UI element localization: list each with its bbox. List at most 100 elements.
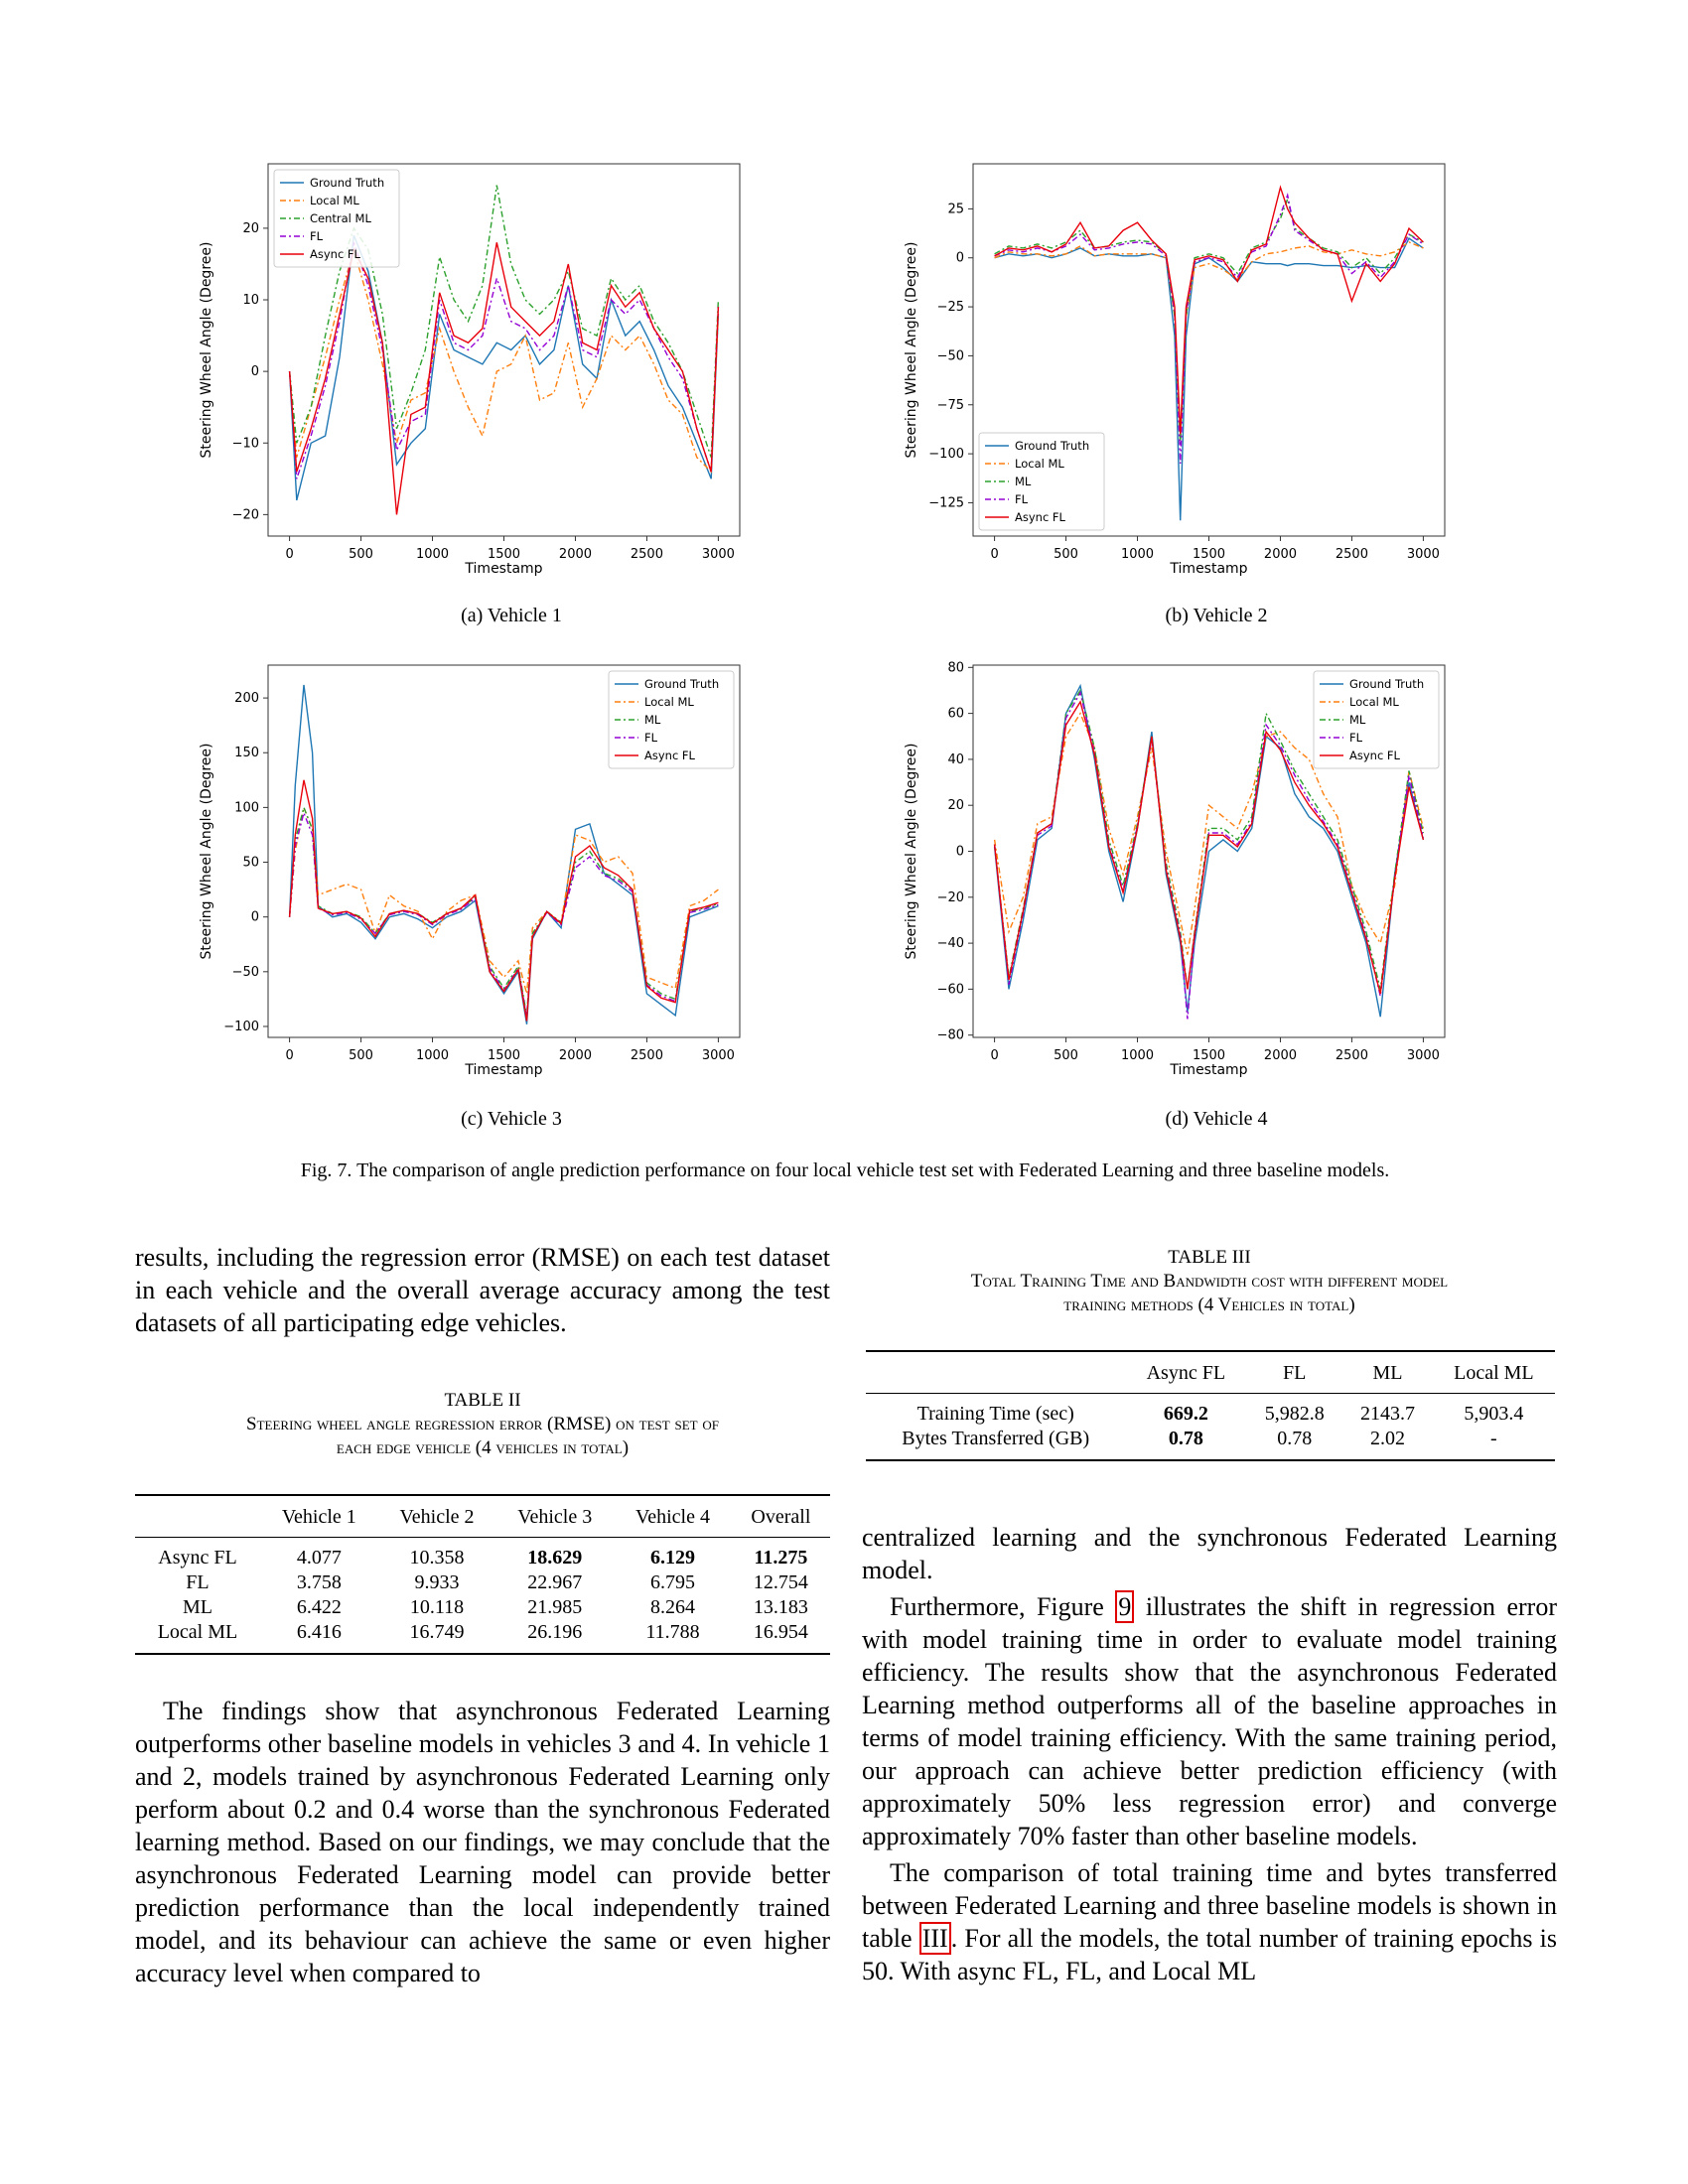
y-tick-label: −100 xyxy=(223,1020,259,1034)
table-header-cell: Overall xyxy=(751,1506,811,1528)
y-tick-label: −50 xyxy=(937,348,964,363)
x-axis-label: Timestamp xyxy=(1169,1062,1247,1078)
legend-entry: FL xyxy=(644,731,658,745)
legend-box xyxy=(608,670,735,769)
subcaption-b: (b) Vehicle 2 xyxy=(1165,605,1268,626)
left-column-para2: The findings show that asynchronous Fede… xyxy=(135,1695,830,1989)
y-tick-label: 60 xyxy=(947,707,964,722)
y-tick-label: 150 xyxy=(234,746,259,760)
table-cell: 11.275 xyxy=(754,1547,808,1569)
legend-entry: Async FL xyxy=(1349,749,1401,762)
table-header-cell: Vehicle 2 xyxy=(399,1506,475,1528)
table-cell: Training Time (sec) xyxy=(916,1403,1074,1425)
table-cell: 26.196 xyxy=(527,1621,583,1643)
x-axis-label: Timestamp xyxy=(464,561,542,577)
y-tick-label: 200 xyxy=(234,691,259,706)
chart-vehicle-2-svg: 0 500 1000 1500 2000 2500 3000 −125 −100 −75 −50 −2… xyxy=(904,163,1446,577)
y-tick-label: −125 xyxy=(928,495,964,510)
series-line xyxy=(288,779,719,1022)
subcaption-c: (c) Vehicle 3 xyxy=(461,1108,562,1130)
text: The comparison of total training time an… xyxy=(862,1858,1557,1953)
table-header-cell: FL xyxy=(1283,1362,1307,1384)
table-header-cell: Async FL xyxy=(1146,1362,1226,1384)
table-cell: 8.264 xyxy=(649,1596,695,1618)
y-axis-label: Steering Wheel Angle (Degree) xyxy=(199,744,214,960)
table3: Async FL FL ML Local ML Training Time (sec)… xyxy=(866,1350,1555,1461)
table-row: Async FL 4.077 10.358 18.629 6.129 11.275 xyxy=(135,1538,830,1571)
series-line xyxy=(993,683,1425,1018)
legend-entry: Ground Truth xyxy=(644,677,719,691)
legend-entry: Ground Truth xyxy=(1015,439,1089,453)
table-header-cell: Local ML xyxy=(1454,1362,1534,1384)
x-tick-label: 0 xyxy=(285,547,293,562)
table-cell: 5,903.4 xyxy=(1464,1403,1524,1425)
chart-vehicle-3-svg: 0 500 1000 1500 2000 2500 3000 −100 −50 0 50 100 150… xyxy=(199,664,741,1078)
table-cell: 4.077 xyxy=(296,1547,342,1569)
table-cell: 3.758 xyxy=(296,1571,342,1593)
x-tick-label: 1000 xyxy=(416,547,449,562)
y-tick-label: −20 xyxy=(937,890,964,905)
series-line xyxy=(994,241,1424,435)
y-tick-label: 40 xyxy=(947,752,964,767)
table-cell: 16.749 xyxy=(409,1621,465,1643)
table-ref-link[interactable]: III xyxy=(918,1922,951,1955)
x-tick-label: 0 xyxy=(285,1048,293,1063)
legend-entry: FL xyxy=(310,229,324,243)
legend-box xyxy=(1313,670,1440,769)
legend-entry: Ground Truth xyxy=(310,176,384,190)
legend-entry: FL xyxy=(1349,731,1363,745)
table-cell: - xyxy=(1490,1428,1497,1449)
chart-vehicle-4-svg: 0 500 1000 1500 2000 2500 3000 −80 −60 −40 −20 0 20 4… xyxy=(904,660,1446,1078)
legend-entry: Central ML xyxy=(310,211,371,225)
table-cell: 10.118 xyxy=(409,1596,465,1618)
series-line xyxy=(994,185,1424,435)
subcaption-a: (a) Vehicle 1 xyxy=(461,605,562,626)
legend-entry: Async FL xyxy=(644,749,696,762)
x-tick-label: 1500 xyxy=(1193,547,1225,562)
chart-vehicle-3: 0 500 1000 1500 2000 2500 3000 −100 −50 0 50 100 150… xyxy=(159,650,824,1092)
series-line xyxy=(288,242,720,479)
y-tick-label: −25 xyxy=(937,300,964,315)
paragraph: Furthermore, Figure 9 illustrates the sh… xyxy=(862,1590,1557,1852)
x-tick-label: 3000 xyxy=(702,547,735,562)
table-row: Training Time (sec) 669.2 5,982.8 2143.7 5,9… xyxy=(866,1394,1555,1428)
table-cell: Bytes Transferred (GB) xyxy=(902,1428,1090,1449)
table-cell: Local ML xyxy=(157,1621,238,1643)
text: . For all the models, the total number o… xyxy=(862,1924,1557,1985)
legend-entry: ML xyxy=(644,713,661,727)
legend-entry: Ground Truth xyxy=(1349,677,1424,691)
x-tick-label: 3000 xyxy=(702,1048,735,1063)
y-tick-label: 20 xyxy=(947,798,964,813)
y-tick-label: 50 xyxy=(242,856,259,871)
series-line xyxy=(288,185,720,458)
legend-entry: Async FL xyxy=(1015,510,1066,524)
table-cell: 22.967 xyxy=(527,1571,583,1593)
y-tick-label: −10 xyxy=(232,436,259,451)
y-tick-label: −60 xyxy=(937,982,964,997)
table-cell: 21.985 xyxy=(527,1596,583,1618)
legend-entry: Local ML xyxy=(1015,457,1064,471)
legend-box xyxy=(273,169,400,268)
x-tick-label: 2000 xyxy=(1264,1048,1297,1063)
x-tick-label: 2500 xyxy=(1336,1048,1368,1063)
table-row: ML 6.422 10.118 21.985 8.264 13.183 xyxy=(135,1595,830,1620)
figure-ref-link[interactable]: 9 xyxy=(1115,1590,1135,1623)
y-tick-label: 20 xyxy=(242,221,259,236)
table3-title-line1: Total Training Time and Bandwidth cost w… xyxy=(970,1271,1449,1292)
legend-entry: Local ML xyxy=(644,695,694,709)
paragraph: centralized learning and the synchronous… xyxy=(862,1523,1557,1584)
paragraph: The comparison of total training time an… xyxy=(862,1856,1557,1987)
x-tick-label: 2500 xyxy=(631,1048,663,1063)
left-column-para1: results, including the regression error … xyxy=(135,1241,830,1339)
x-tick-label: 2000 xyxy=(1264,547,1297,562)
chart-vehicle-1: 0 500 1000 1500 2000 2500 3000 −20 −10 0 10 20 Times… xyxy=(159,149,824,591)
x-tick-label: 1500 xyxy=(488,547,520,562)
series-line xyxy=(994,197,1424,445)
y-tick-label: 80 xyxy=(947,660,964,675)
table-header-row: Async FL FL ML Local ML xyxy=(866,1351,1555,1394)
text: illustrates the shift in regression erro… xyxy=(862,1592,1557,1850)
x-axis-label: Timestamp xyxy=(1169,561,1247,577)
table-header-cell xyxy=(866,1351,1125,1394)
table-header-cell: Vehicle 3 xyxy=(517,1506,593,1528)
table-cell: FL xyxy=(186,1571,210,1593)
